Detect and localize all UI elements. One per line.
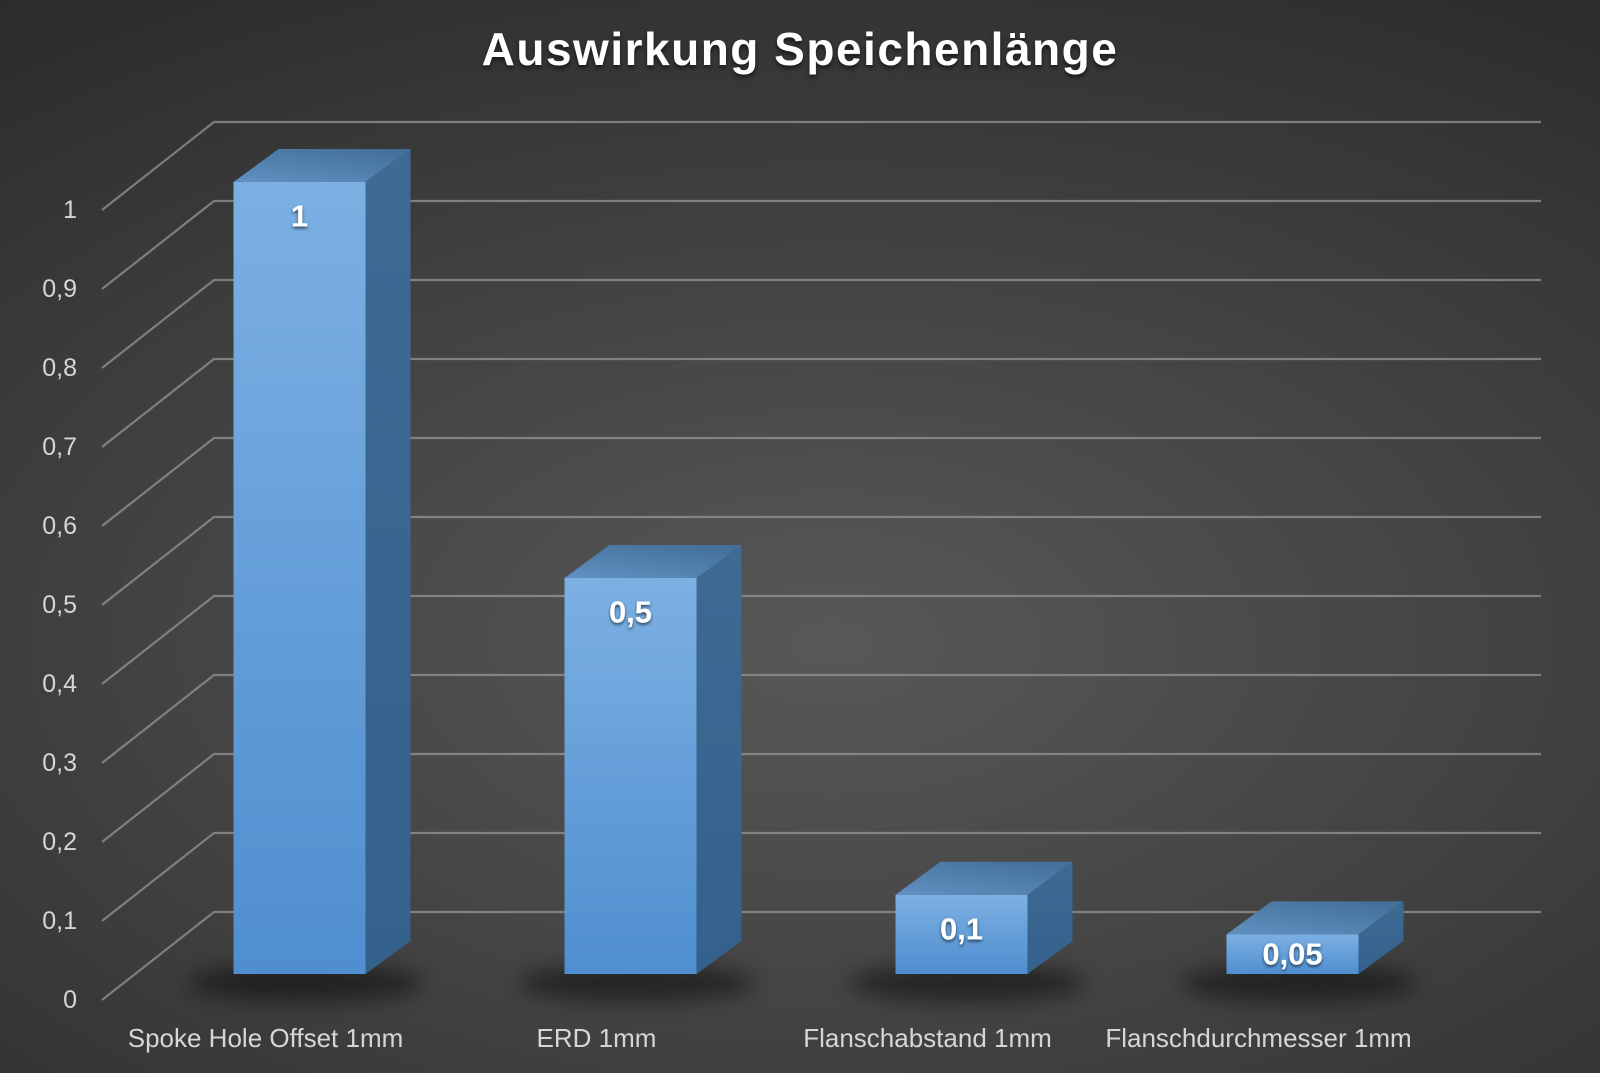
gridline — [101, 910, 1541, 1001]
bar-side-face — [696, 545, 742, 974]
bar-side-face — [1027, 861, 1073, 974]
category-label: ERD 1mm — [537, 1023, 657, 1053]
y-tick-label: 0,2 — [42, 828, 77, 856]
gridline — [101, 357, 1541, 448]
y-tick-label: 0,1 — [42, 907, 77, 935]
bar-top-face — [1226, 901, 1404, 935]
chart-title: Auswirkung Speichenlänge — [481, 23, 1119, 75]
bar-value-label: 0,05 — [1262, 937, 1322, 972]
category-label: Spoke Hole Offset 1mm — [128, 1023, 404, 1053]
gridline — [101, 752, 1541, 843]
bar-value-label: 0,1 — [940, 911, 983, 946]
bar-front-face — [233, 182, 366, 974]
y-tick-label: 0,5 — [42, 591, 77, 619]
bar-value-label: 0,5 — [609, 595, 652, 630]
y-tick-label: 0,6 — [42, 512, 77, 540]
y-tick-label: 0,8 — [42, 354, 77, 382]
y-tick-label: 1 — [63, 196, 77, 224]
bar-side-face — [365, 149, 411, 974]
bar-front-face — [1226, 934, 1359, 974]
bar-value-label: 1 — [291, 199, 308, 234]
gridline — [101, 120, 1541, 211]
gridline — [101, 199, 1541, 290]
y-tick-label: 0 — [63, 986, 77, 1014]
bar-front-face — [564, 578, 697, 974]
y-tick-label: 0,3 — [42, 749, 77, 777]
category-label: Flanschdurchmesser 1mm — [1105, 1023, 1411, 1053]
bar-top-face — [895, 861, 1073, 895]
y-tick-label: 0,9 — [42, 275, 77, 303]
bar-front-face — [895, 894, 1028, 974]
gridline — [101, 436, 1541, 527]
gridline — [101, 594, 1541, 685]
gridline — [101, 515, 1541, 606]
gridline — [101, 673, 1541, 764]
bar-top-face — [233, 149, 411, 182]
category-label: Flanschabstand 1mm — [803, 1023, 1052, 1053]
gridline — [101, 278, 1541, 369]
bar-top-face — [564, 545, 742, 578]
bar-side-face — [1358, 901, 1404, 974]
gridline — [101, 831, 1541, 922]
y-tick-label: 0,7 — [42, 433, 77, 461]
y-tick-label: 0,4 — [42, 670, 77, 698]
